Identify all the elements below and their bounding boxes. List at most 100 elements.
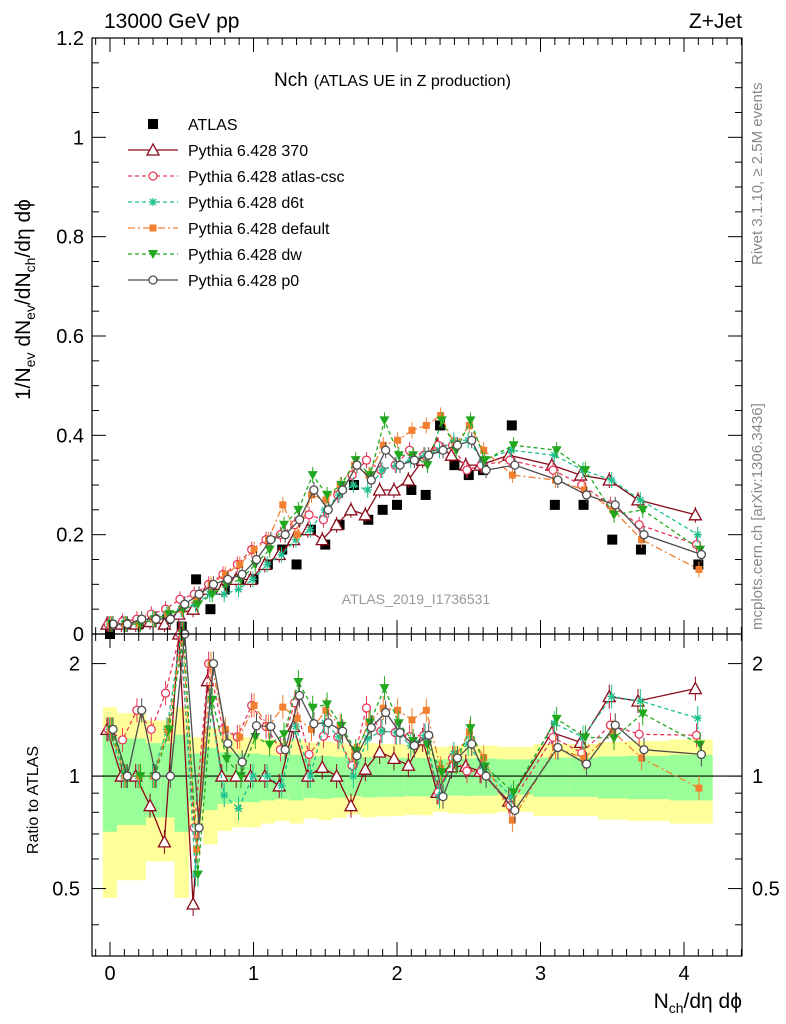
ratio-point — [186, 896, 201, 910]
ratio-point — [192, 870, 203, 880]
data-point — [479, 456, 490, 466]
ratio-point — [636, 697, 645, 705]
data-point — [318, 515, 329, 525]
ratio-point — [200, 673, 215, 687]
ratio-point — [637, 709, 648, 719]
main-y-tick-label: 1 — [73, 127, 84, 149]
ratio-point — [394, 706, 402, 714]
ratio-point — [695, 784, 703, 792]
ratio-point — [436, 768, 447, 778]
ratio-point — [580, 733, 591, 743]
data-point — [462, 465, 472, 475]
ratio-point — [291, 722, 300, 731]
legend-marker — [145, 142, 161, 156]
data-point — [193, 595, 201, 603]
ratio-point — [164, 725, 175, 735]
ratio-point — [691, 730, 702, 740]
ratio-plot-marks — [99, 622, 706, 917]
main-title: Nch (ATLAS UE in Z production) — [274, 70, 511, 91]
header-right: Z+Jet — [689, 10, 742, 33]
ratio-point — [365, 718, 376, 728]
ratio-point — [379, 684, 390, 694]
ratio-point — [293, 714, 301, 722]
data-point — [409, 455, 420, 465]
ratio-point — [280, 745, 290, 755]
ratio-point — [449, 749, 458, 758]
data-point — [306, 525, 315, 534]
ratio-point — [581, 759, 592, 769]
data-point — [379, 441, 387, 449]
ratio-band-green — [289, 754, 304, 801]
ratio-band-green — [275, 755, 290, 800]
data-point — [393, 451, 404, 461]
data-point — [264, 545, 275, 555]
ratio-y-tick-label-right: 1 — [752, 766, 763, 788]
ratio-point — [234, 804, 243, 813]
data-point — [695, 565, 703, 573]
data-point — [322, 490, 333, 500]
data-point — [307, 471, 318, 481]
data-point — [220, 590, 229, 599]
data-point — [693, 530, 702, 539]
data-point — [291, 535, 300, 544]
legend-entry: Pythia 6.428 p0 — [188, 273, 299, 290]
ratio-point — [401, 757, 416, 771]
data-point — [352, 460, 362, 470]
data-point — [420, 489, 431, 500]
ratio-point — [220, 791, 229, 800]
data-point — [386, 482, 402, 496]
ratio-point — [696, 749, 706, 760]
ratio-point — [452, 753, 463, 763]
ratio-point — [634, 729, 644, 739]
data-point — [180, 599, 190, 609]
ratio-point — [395, 727, 405, 738]
data-point — [250, 546, 258, 554]
legend-entry: Pythia 6.428 atlas-csc — [188, 169, 345, 186]
data-point — [553, 475, 563, 485]
ratio-point — [323, 718, 333, 728]
main-y-tick-label: 0.6 — [56, 326, 84, 348]
ratio-point — [507, 792, 516, 801]
ratio-point — [422, 706, 430, 714]
ratio-point — [277, 781, 286, 790]
ratio-point — [307, 703, 318, 713]
ratio-point — [279, 703, 287, 711]
legend-marker — [148, 171, 158, 181]
ratio-point — [157, 834, 172, 848]
x-axis-label: Nch/dη dϕ — [654, 990, 742, 1016]
main-y-tick-label: 1.2 — [56, 28, 84, 50]
legend-entry: Pythia 6.428 d6t — [188, 195, 304, 212]
ratio-point — [481, 771, 491, 781]
ratio-point — [223, 738, 233, 749]
ratio-point — [352, 751, 362, 761]
data-point — [392, 499, 402, 510]
ratio-point — [479, 762, 490, 772]
data-point — [463, 470, 474, 481]
ratio-band-green — [389, 757, 405, 797]
ratio-point — [337, 726, 348, 736]
data-point — [636, 495, 645, 504]
ratio-point — [372, 744, 387, 758]
data-point — [137, 614, 147, 624]
main-title-main: Nch — [274, 70, 308, 91]
data-point — [481, 465, 491, 475]
data-point — [323, 505, 333, 515]
data-point — [248, 575, 257, 584]
ratio-point — [293, 677, 304, 687]
data-point — [176, 621, 187, 632]
legend: ATLAS Pythia 6.428 370 Pythia 6.428 atlas-… — [128, 117, 345, 290]
ratio-band-green — [102, 734, 118, 832]
data-point — [263, 560, 272, 569]
ratio-point — [108, 724, 118, 735]
ratio-point — [279, 730, 289, 740]
main-y-tick-label: 0.4 — [56, 425, 84, 447]
data-point — [422, 461, 433, 471]
ratio-point — [508, 788, 519, 798]
ratio-y-tick-label: 0.5 — [52, 879, 80, 901]
ratio-band-green — [597, 756, 627, 799]
legend-entry: Pythia 6.428 default — [188, 221, 330, 238]
header-left: 13000 GeV pp — [104, 10, 239, 33]
data-point — [422, 421, 430, 429]
ratio-point — [366, 722, 376, 733]
